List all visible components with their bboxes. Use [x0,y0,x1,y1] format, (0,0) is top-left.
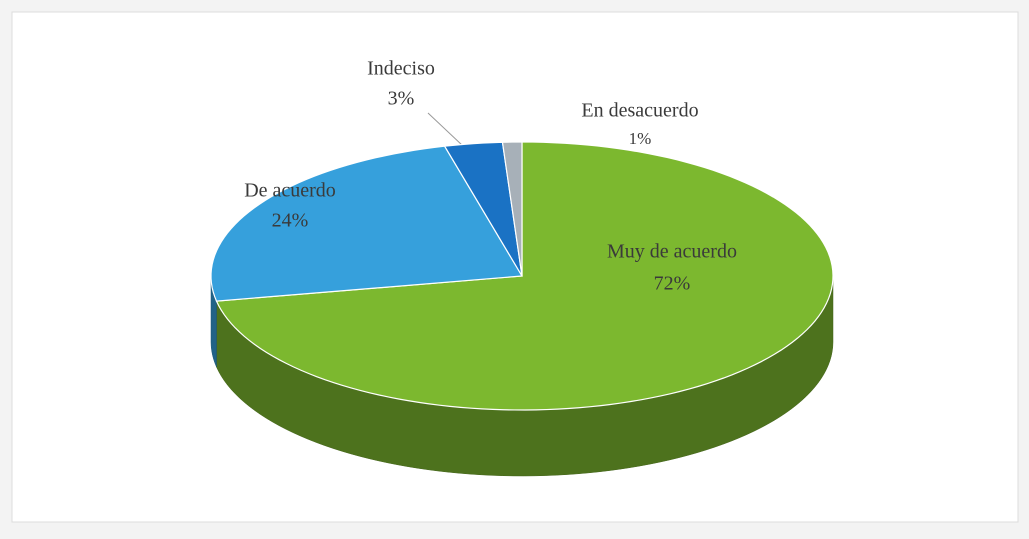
slice-label: Indeciso [367,58,435,80]
slice-label: De acuerdo [244,180,336,202]
slice-value-label: 3% [388,88,415,110]
leader-line [427,112,464,147]
slice-label: Muy de acuerdo [607,241,737,263]
slice-value-label: 1% [629,129,652,148]
slice-value-label: 24% [272,210,309,232]
slice [215,141,834,411]
slice [443,141,523,277]
slice-value-label: 72% [654,273,691,295]
slice [210,145,524,302]
slice-label: En desacuerdo [581,100,698,122]
slice [501,141,523,277]
